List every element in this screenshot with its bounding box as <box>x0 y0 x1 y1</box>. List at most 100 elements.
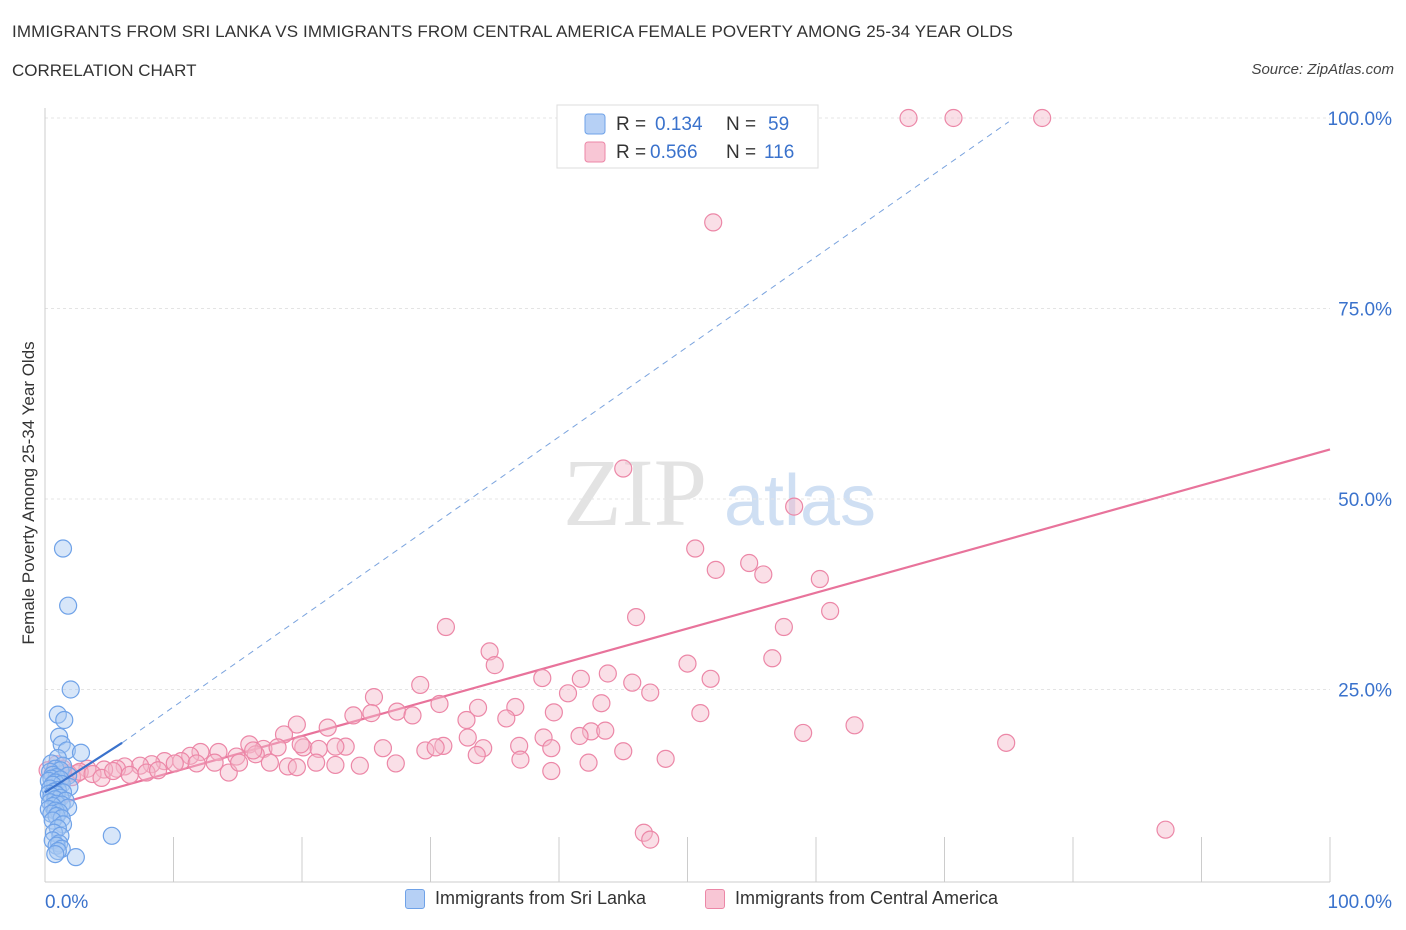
point-central-america <box>411 675 430 695</box>
data-points <box>38 108 1175 867</box>
point-central-america <box>794 723 813 743</box>
point-central-america <box>83 764 102 784</box>
point-central-america <box>614 742 633 761</box>
point-central-america <box>686 539 705 558</box>
legend-r-value: 0.134 <box>655 114 703 135</box>
point-central-america <box>511 750 530 769</box>
point-central-america <box>821 601 840 621</box>
point-central-america <box>287 758 306 777</box>
y-axis-label: Female Poverty Among 25-34 Year Olds <box>19 341 38 644</box>
point-central-america <box>244 741 263 760</box>
point-central-america <box>634 823 653 842</box>
y-tick-label: 25.0% <box>1338 681 1392 702</box>
point-central-america <box>291 735 310 754</box>
point-central-america <box>373 739 393 758</box>
point-central-america <box>740 553 759 573</box>
point-sri-lanka <box>46 844 65 864</box>
legend-item-central-america: Immigrants from Central America <box>705 888 998 909</box>
point-sri-lanka <box>53 539 73 558</box>
point-central-america <box>623 673 642 692</box>
legend-item-sri-lanka: Immigrants from Sri Lanka <box>405 888 646 909</box>
point-central-america <box>137 763 156 782</box>
chart-source: Source: ZipAtlas.com <box>1251 61 1394 78</box>
axes <box>44 108 1331 883</box>
point-central-america <box>326 755 345 775</box>
point-central-america <box>810 569 829 589</box>
legend-r-label: R = <box>616 114 646 135</box>
point-central-america <box>458 728 477 747</box>
point-central-america <box>403 706 422 725</box>
point-central-america <box>579 753 598 772</box>
point-central-america <box>191 742 210 762</box>
point-sri-lanka <box>61 680 80 699</box>
point-sri-lanka <box>66 848 85 867</box>
point-central-america <box>426 738 445 757</box>
point-central-america <box>350 756 369 775</box>
point-central-america <box>336 737 355 756</box>
grid-lines <box>45 117 1330 690</box>
watermark-zip: ZIP <box>563 439 707 546</box>
point-central-america <box>307 753 326 772</box>
point-central-america <box>205 753 224 772</box>
point-central-america <box>544 703 563 722</box>
legend-label-central-america: Immigrants from Central America <box>735 888 999 908</box>
point-central-america <box>582 722 601 741</box>
point-central-america <box>678 654 697 673</box>
point-central-america <box>92 768 111 787</box>
point-central-america <box>104 761 123 781</box>
point-central-america <box>763 649 782 668</box>
point-central-america <box>592 694 611 713</box>
point-central-america <box>542 761 561 781</box>
point-central-america <box>598 664 617 683</box>
point-central-america <box>434 736 453 755</box>
point-central-america <box>1156 820 1175 839</box>
y-tick-label: 75.0% <box>1338 300 1392 321</box>
trend-line-sri-lanka <box>44 741 123 794</box>
point-central-america <box>533 668 552 688</box>
point-central-america <box>229 753 249 772</box>
point-central-america <box>845 716 864 735</box>
point-central-america <box>294 738 313 757</box>
point-central-america <box>474 739 493 758</box>
point-sri-lanka <box>59 596 78 615</box>
point-central-america <box>706 560 725 579</box>
point-central-america <box>704 213 723 232</box>
x-tick-label: 0.0% <box>45 892 88 913</box>
point-central-america <box>656 749 675 768</box>
point-central-america <box>260 753 279 772</box>
stats-legend: R = 0.134 N = 59 R = 0.566 N = 116 <box>556 104 819 169</box>
point-central-america <box>641 830 660 849</box>
y-tick-label: 100.0% <box>1328 109 1393 130</box>
bottom-legend: Immigrants from Sri Lanka Immigrants fro… <box>0 888 1406 916</box>
point-central-america <box>701 669 720 688</box>
point-central-america <box>691 704 710 723</box>
point-central-america <box>326 737 345 756</box>
point-central-america <box>596 721 615 740</box>
tick-labels: 100.0% 75.0% 50.0% 25.0% 0.0% 100.0% <box>45 109 1392 913</box>
chart-title: IMMIGRANTS FROM SRI LANKA VS IMMIGRANTS … <box>12 22 1013 41</box>
point-central-america <box>997 733 1016 752</box>
point-central-america <box>386 754 405 773</box>
legend-n-value: 59 <box>768 114 789 135</box>
point-central-america <box>485 656 504 675</box>
point-central-america <box>364 688 384 707</box>
point-central-america <box>899 108 918 128</box>
point-central-america <box>467 745 486 765</box>
legend-n-value: 116 <box>764 142 794 163</box>
legend-swatch-sri-lanka <box>584 113 606 135</box>
point-central-america <box>120 765 139 784</box>
y-tick-label: 50.0% <box>1338 490 1392 511</box>
point-central-america <box>130 756 150 775</box>
point-central-america <box>148 761 168 780</box>
point-central-america <box>641 683 660 702</box>
point-sri-lanka <box>48 841 67 861</box>
point-central-america <box>497 709 516 728</box>
point-central-america <box>209 742 228 762</box>
point-central-america <box>571 669 590 688</box>
point-central-america <box>510 736 529 755</box>
point-central-america <box>626 608 646 627</box>
legend-swatch-sri-lanka <box>405 888 425 909</box>
point-central-america <box>1033 108 1052 128</box>
point-central-america <box>362 704 381 723</box>
